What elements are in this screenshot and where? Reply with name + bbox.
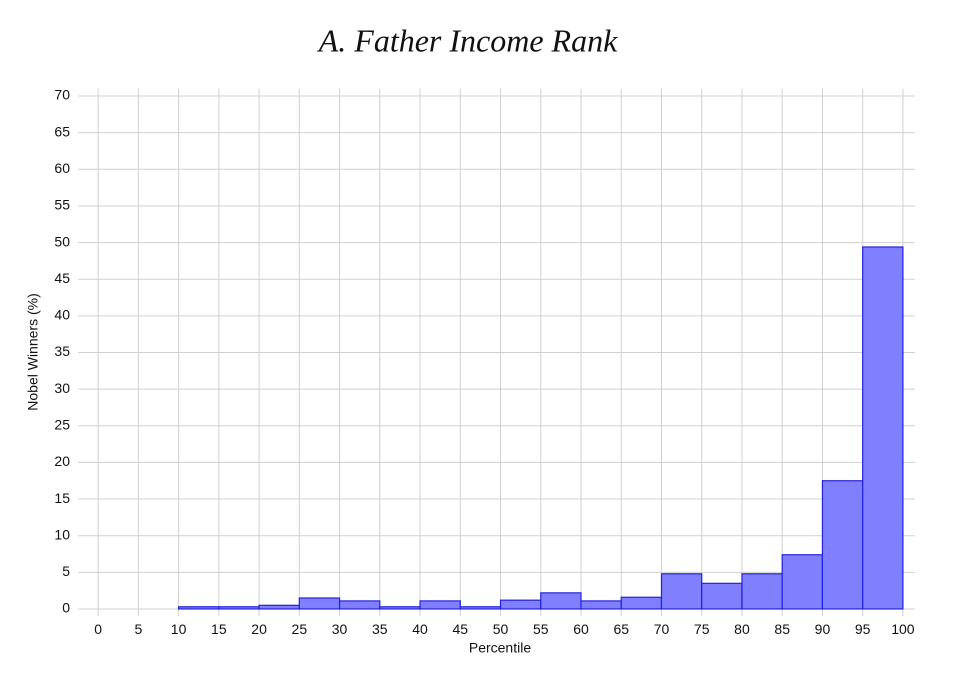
bar: [298, 597, 341, 610]
chart-title: A. Father Income Rank: [317, 22, 618, 58]
x-tick-label: 15: [211, 621, 227, 637]
bar: [701, 582, 743, 610]
y-tick-label: 60: [54, 160, 70, 176]
x-tick-label: 0: [94, 621, 102, 637]
x-axis-label: Percentile: [469, 640, 531, 656]
y-tick-label: 50: [54, 233, 70, 249]
bar: [580, 600, 622, 610]
bar: [499, 599, 542, 610]
bar: [218, 606, 260, 610]
y-tick-label: 25: [54, 416, 70, 432]
bar: [862, 246, 904, 610]
y-tick-label: 65: [54, 123, 70, 139]
y-tick-label: 40: [54, 307, 70, 323]
y-tick-label: 30: [54, 380, 70, 396]
bar: [781, 554, 824, 610]
x-tick-label: 45: [452, 621, 468, 637]
y-axis-label: Nobel Winners (%): [25, 293, 41, 410]
x-tick-label: 85: [774, 621, 790, 637]
x-tick-label: 25: [292, 621, 308, 637]
bar: [741, 573, 783, 610]
y-tick-label: 5: [62, 563, 70, 579]
x-tick-label: 20: [251, 621, 267, 637]
x-tick-label: 40: [412, 621, 428, 637]
bar: [620, 596, 663, 610]
x-tick-label: 5: [134, 621, 142, 637]
bar: [258, 604, 300, 610]
x-tick-label: 50: [493, 621, 509, 637]
y-tick-label: 55: [54, 197, 70, 213]
bar: [821, 480, 864, 610]
x-tick-label: 90: [815, 621, 831, 637]
y-tick-label: 0: [62, 600, 70, 616]
y-tick-label: 45: [54, 270, 70, 286]
bar: [540, 592, 582, 610]
x-tick-label: 80: [734, 621, 750, 637]
x-tick-label: 35: [372, 621, 388, 637]
bar: [660, 573, 703, 610]
y-tick-label: 15: [54, 490, 70, 506]
y-tick-label: 10: [54, 526, 70, 542]
y-tick-label: 70: [54, 87, 70, 103]
x-tick-label: 60: [573, 621, 589, 637]
x-tick-label: 70: [654, 621, 670, 637]
x-tick-label: 95: [855, 621, 871, 637]
bar: [419, 600, 461, 610]
bar: [459, 606, 502, 610]
bar: [338, 600, 381, 610]
bar: [178, 606, 220, 610]
bar: [379, 606, 421, 610]
y-tick-label: 20: [54, 453, 70, 469]
x-tick-label: 100: [891, 621, 915, 637]
x-tick-label: 65: [613, 621, 629, 637]
x-tick-label: 30: [332, 621, 348, 637]
y-tick-label: 35: [54, 343, 70, 359]
x-tick-label: 75: [694, 621, 710, 637]
x-tick-label: 10: [171, 621, 187, 637]
x-tick-label: 55: [533, 621, 549, 637]
